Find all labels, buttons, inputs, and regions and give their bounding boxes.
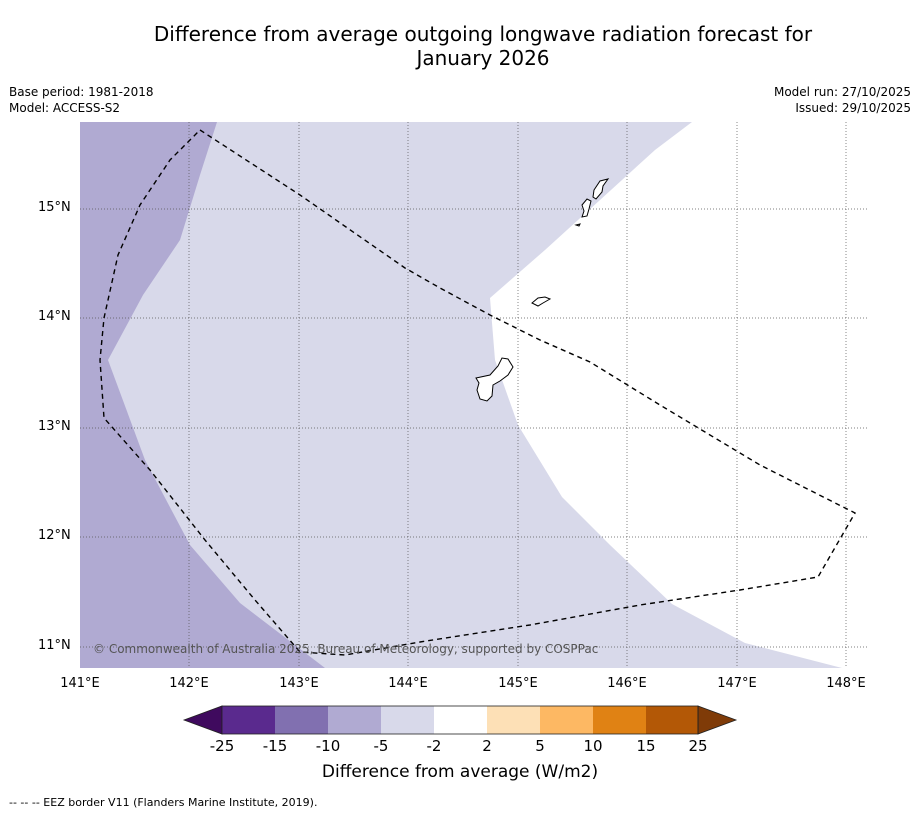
colorbar-tick-label: -15 (262, 737, 288, 755)
model-name: Model: ACCESS-S2 (9, 101, 121, 115)
base-period: Base period: 1981-2018 (9, 85, 154, 99)
eez-footnote: -- -- -- EEZ border V11 (Flanders Marine… (9, 796, 318, 809)
colorbar-frame (221, 705, 699, 735)
colorbar-tick-label: 2 (482, 737, 492, 755)
lon-label-146: 146°E (607, 676, 647, 691)
lat-label-12: 12°N (38, 528, 71, 543)
meta-left: Base period: 1981-2018 Model: ACCESS-S2 (9, 84, 154, 116)
eez-border (99, 129, 856, 656)
island-saipan (592, 178, 610, 200)
colorbar-bin (646, 706, 698, 734)
lat-label-13: 13°N (38, 419, 71, 434)
colorbar-tick-label: -5 (373, 737, 389, 755)
colorbar-extend-high (697, 705, 738, 735)
colorbar-tick-label: 25 (688, 737, 708, 755)
colorbar-bin (275, 706, 328, 734)
title-line-1: Difference from average outgoing longwav… (153, 22, 813, 46)
colorbar-bin (434, 706, 487, 734)
colorbar-label: Difference from average (W/m2) (321, 762, 599, 782)
colorbar (182, 705, 738, 735)
lat-label-11: 11°N (38, 638, 71, 653)
shading-dark-band (80, 122, 325, 668)
lon-label-147: 147°E (717, 676, 757, 691)
lon-label-141: 141°E (60, 676, 100, 691)
graticule (80, 122, 867, 668)
island-tinian (581, 198, 592, 218)
chart-title: Difference from average outgoing longwav… (0, 22, 919, 70)
colorbar-tick-label: 10 (583, 737, 603, 755)
model-run: Model run: 27/10/2025 (773, 85, 911, 99)
issued-date: Issued: 29/10/2025 (795, 101, 911, 115)
colorbar-bin (593, 706, 646, 734)
island-rota (531, 296, 552, 307)
meta-right: Model run: 27/10/2025 Issued: 29/10/2025 (774, 84, 911, 116)
colorbar-tick-label: 15 (636, 737, 656, 755)
colorbar-bin (540, 706, 593, 734)
colorbar-bin (222, 706, 275, 734)
island-guam (475, 357, 514, 402)
colorbar-tick-label: -25 (209, 737, 235, 755)
colorbar-bin (487, 706, 540, 734)
lat-label-15: 15°N (38, 200, 71, 215)
lon-label-142: 142°E (169, 676, 209, 691)
island-aguijan (574, 223, 581, 227)
lon-label-145: 145°E (498, 676, 538, 691)
map-area (80, 122, 867, 668)
lon-label-144: 144°E (388, 676, 428, 691)
colorbar-tick-label: -10 (315, 737, 341, 755)
colorbar-tick-label: -2 (426, 737, 442, 755)
lat-label-14: 14°N (38, 309, 71, 324)
colorbar-tick-label: 5 (535, 737, 545, 755)
copyright-notice: © Commonwealth of Australia 2025, Bureau… (93, 642, 599, 656)
shading-neutral-band (80, 122, 842, 668)
colorbar-extend-low (182, 705, 223, 735)
lon-label-148: 148°E (826, 676, 866, 691)
lon-label-143: 143°E (279, 676, 319, 691)
title-line-2: January 2026 (416, 46, 550, 70)
colorbar-bin (328, 706, 381, 734)
colorbar-bin (381, 706, 434, 734)
